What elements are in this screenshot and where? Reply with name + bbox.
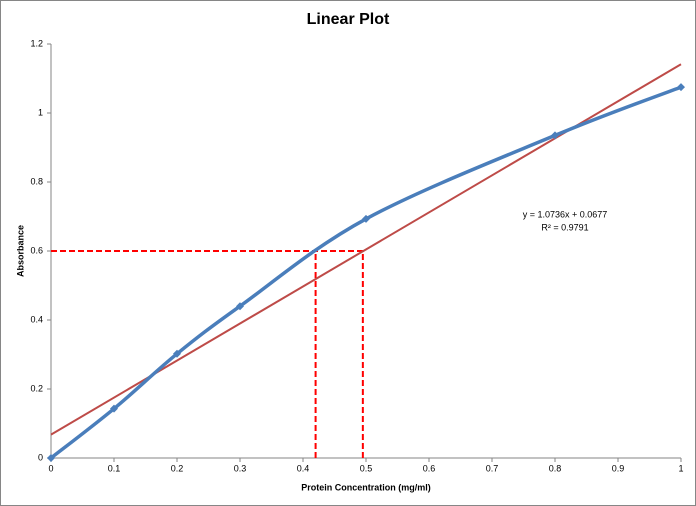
x-tick-label: 0 — [48, 463, 53, 473]
data-point — [236, 302, 244, 311]
data-point — [362, 214, 370, 223]
x-tick-label: 0.9 — [612, 463, 625, 473]
y-tick-label: 0.8 — [30, 176, 43, 186]
data-point — [47, 454, 55, 462]
x-tick-label: 0.4 — [297, 463, 310, 473]
x-tick-label: 1 — [678, 463, 683, 473]
x-tick-label: 0.1 — [108, 463, 121, 473]
data-point — [173, 349, 181, 358]
x-tick-label: 0.2 — [171, 463, 184, 473]
data-point — [677, 83, 685, 92]
y-tick-label: 0.4 — [30, 314, 43, 324]
data-point — [551, 131, 559, 140]
y-tick-label: 1 — [38, 107, 43, 117]
chart-title: Linear Plot — [307, 11, 390, 28]
y-tick-label: 0.2 — [30, 383, 43, 393]
x-tick-label: 0.6 — [423, 463, 436, 473]
x-tick-label: 0.5 — [360, 463, 373, 473]
data-point — [110, 404, 118, 413]
y-tick-label: 1.2 — [30, 38, 43, 48]
y-axis-title: Absorbance — [15, 225, 25, 277]
x-tick-label: 0.3 — [234, 463, 247, 473]
y-tick-label: 0 — [38, 452, 43, 462]
x-tick-label: 0.7 — [486, 463, 499, 473]
trendline-equation: y = 1.0736x + 0.0677 — [523, 209, 608, 219]
trendline-r2: R² = 0.9791 — [541, 222, 588, 232]
x-axis-title: Protein Concentration (mg/ml) — [301, 482, 431, 492]
y-tick-label: 0.6 — [30, 245, 43, 255]
x-tick-label: 0.8 — [549, 463, 562, 473]
